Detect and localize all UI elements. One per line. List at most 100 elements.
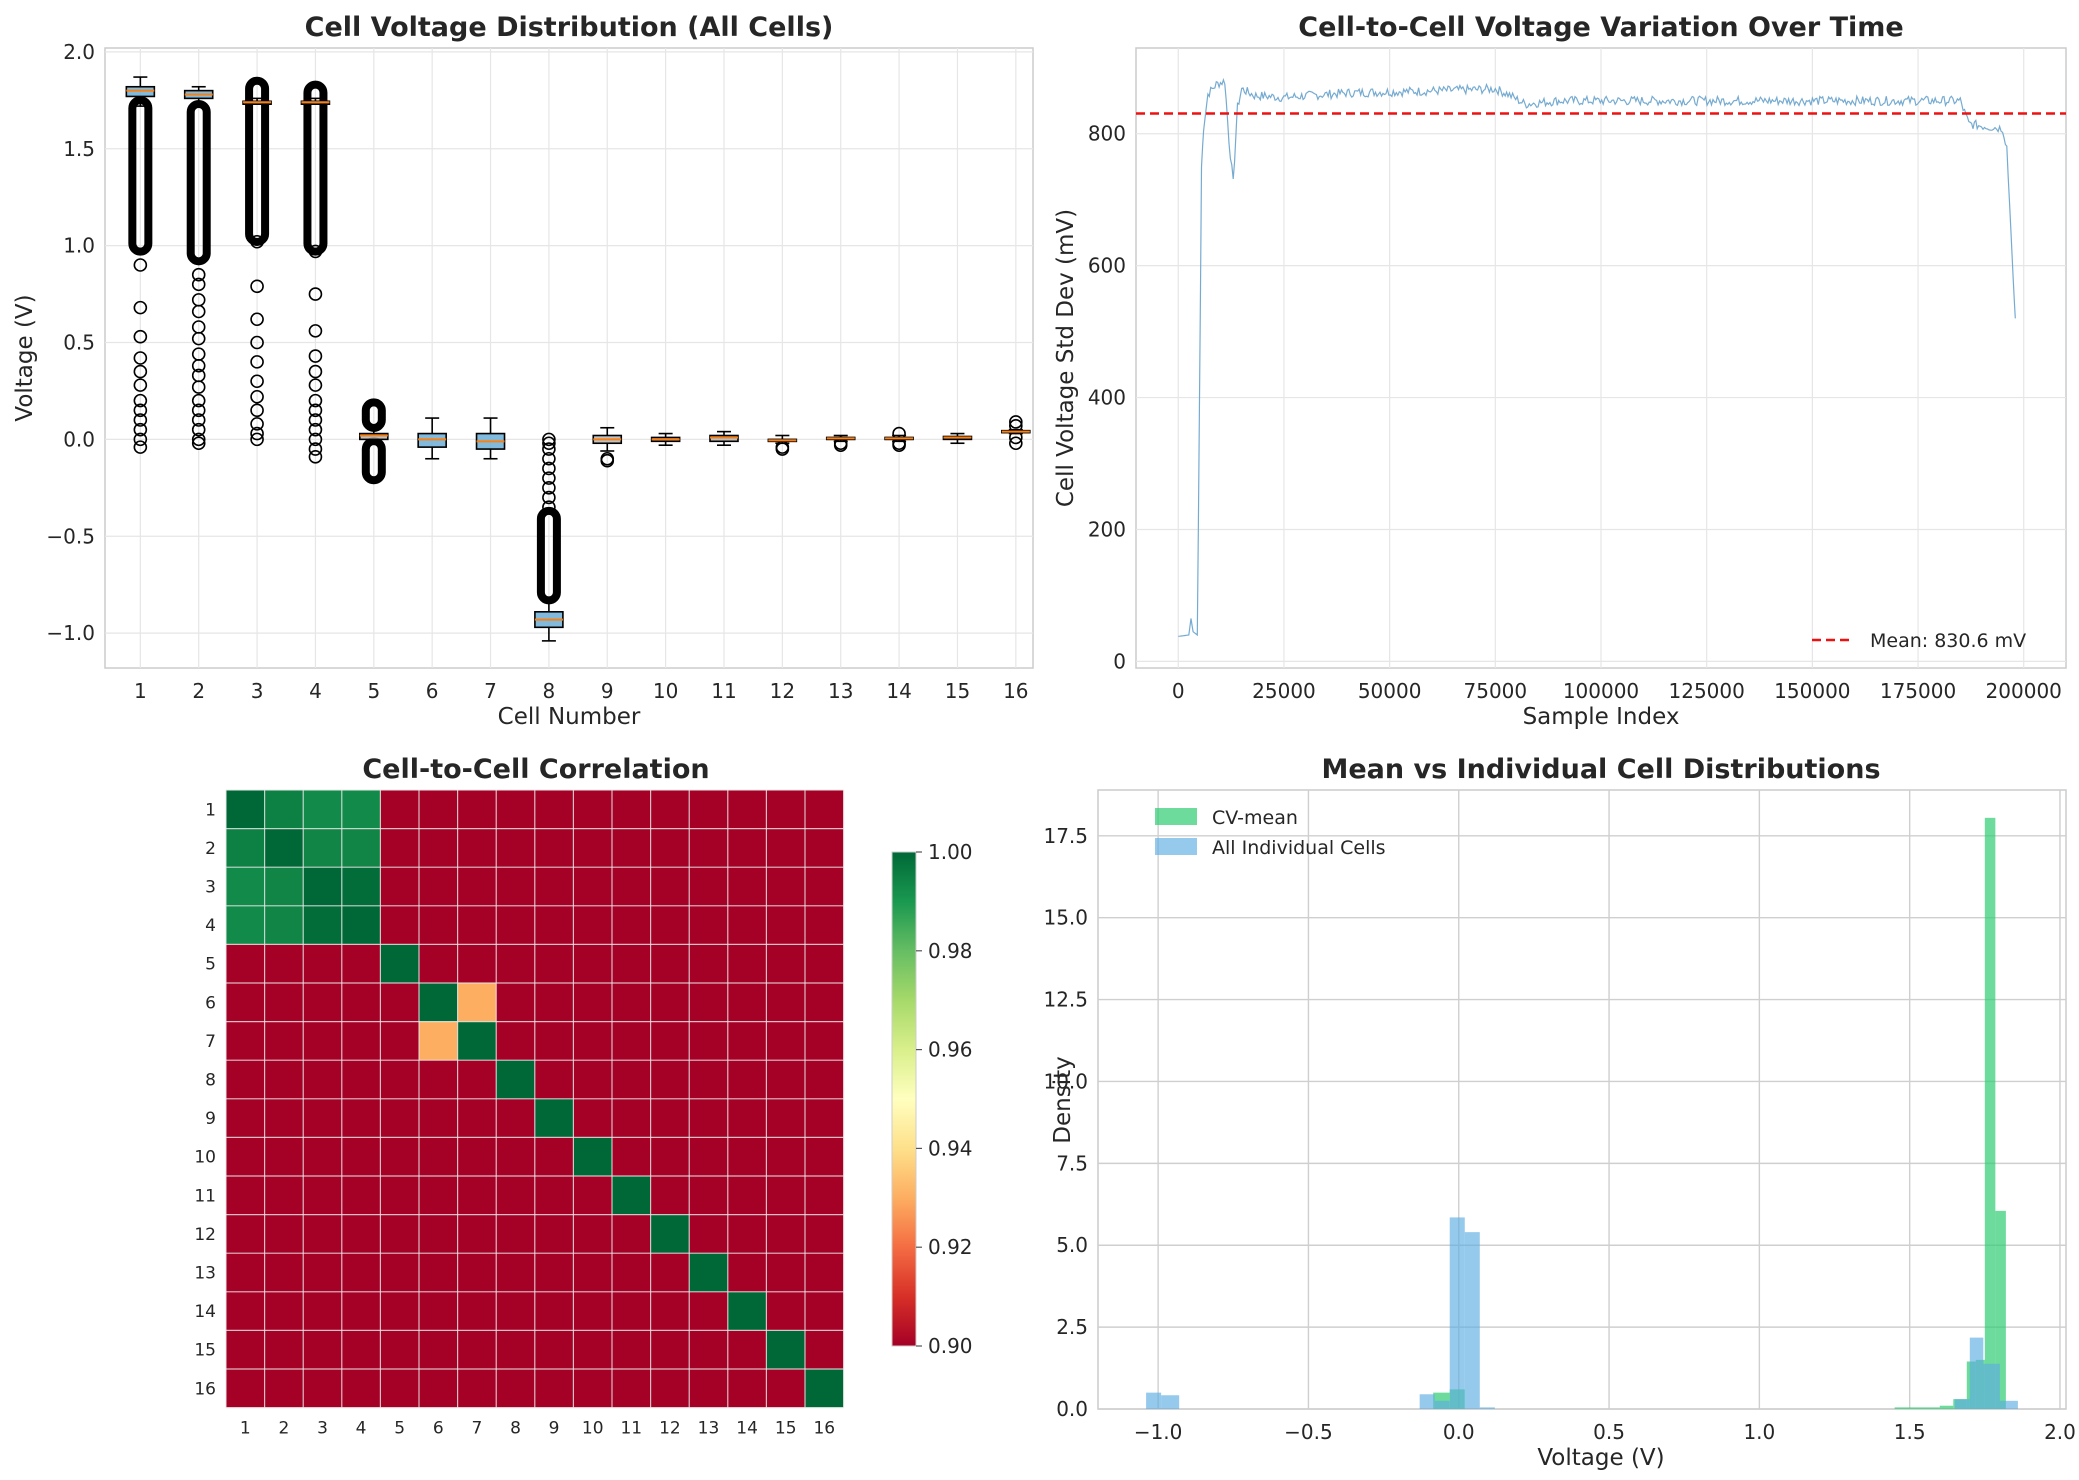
heatmap-cell bbox=[689, 1060, 728, 1099]
outlier-point bbox=[308, 403, 323, 418]
histogram-bar bbox=[1969, 1337, 1984, 1409]
std-line-title: Cell-to-Cell Voltage Variation Over Time bbox=[1298, 12, 1903, 43]
histogram-bar bbox=[1939, 1405, 1954, 1409]
heatmap-cell bbox=[727, 1176, 767, 1215]
outlier-point bbox=[308, 244, 323, 259]
heatmap-cell bbox=[650, 1369, 690, 1408]
heatmap-cell bbox=[303, 1291, 342, 1331]
heatmap-cell bbox=[727, 1369, 767, 1408]
y-tick-label: 15.0 bbox=[1043, 906, 1088, 930]
outlier-point bbox=[542, 500, 556, 514]
heatmap-cell bbox=[766, 944, 805, 983]
x-tick-label: 2 bbox=[192, 679, 205, 703]
heatmap-cell bbox=[264, 1176, 304, 1215]
outlier-point bbox=[133, 258, 148, 272]
legend-mean-label: Mean: 830.6 mV bbox=[1870, 630, 2026, 652]
y-tick-label: 12.5 bbox=[1043, 988, 1088, 1012]
x-tick-label: 14 bbox=[886, 679, 911, 703]
y-tick-label: 0.0 bbox=[1056, 1397, 1088, 1421]
heatmap-cell bbox=[534, 828, 574, 868]
x-tick-label: 11 bbox=[711, 679, 736, 703]
heatmap-cell bbox=[496, 1098, 535, 1138]
heatmap-cell bbox=[534, 1214, 574, 1254]
heatmap-cell bbox=[534, 1021, 574, 1061]
histogram-bar bbox=[1999, 1400, 2018, 1409]
heatmap-cell bbox=[805, 1176, 844, 1215]
heatmap-cell bbox=[419, 867, 458, 906]
outlier-point bbox=[600, 453, 615, 468]
heatmap-cell bbox=[457, 1060, 497, 1099]
heatmap-cell bbox=[341, 1137, 381, 1176]
heatmap-cell bbox=[496, 1330, 535, 1369]
heatmap-col-label: 8 bbox=[510, 1419, 521, 1439]
heatmap-cell bbox=[805, 1330, 844, 1369]
x-tick-label: 125000 bbox=[1669, 679, 1745, 703]
y-tick-label: 17.5 bbox=[1043, 824, 1088, 848]
heatmap-cell bbox=[496, 828, 535, 868]
heatmap-cell bbox=[419, 905, 458, 945]
heatmap-cell bbox=[766, 1098, 805, 1138]
heatmap-cell bbox=[303, 790, 342, 829]
heatmap-cell bbox=[727, 1253, 767, 1292]
outlier-point bbox=[250, 417, 264, 431]
heatmap-cell bbox=[727, 1098, 767, 1138]
heatmap-row-label: 9 bbox=[205, 1109, 216, 1129]
heatmap-col-label: 14 bbox=[736, 1419, 758, 1439]
box-cell-13 bbox=[825, 434, 856, 452]
box-cell-10 bbox=[650, 432, 681, 446]
heatmap-cell bbox=[457, 867, 497, 906]
heatmap-cell bbox=[457, 944, 497, 983]
heatmap-cell bbox=[650, 905, 690, 945]
heatmap-cell bbox=[264, 983, 304, 1022]
std-line-layer bbox=[1136, 77, 2066, 637]
outlier-point bbox=[191, 422, 206, 437]
heatmap-cell bbox=[766, 1214, 805, 1254]
heatmap-cell bbox=[573, 1214, 612, 1254]
heatmap-row-label: 3 bbox=[205, 878, 216, 898]
heatmap-cell bbox=[612, 944, 651, 983]
heatmap-cell bbox=[264, 1137, 304, 1176]
colorbar-tick-label: 1.00 bbox=[928, 840, 973, 864]
colorbar-tick-label: 0.96 bbox=[928, 1038, 973, 1062]
y-tick-label: 7.5 bbox=[1056, 1151, 1088, 1175]
box-cell-4 bbox=[300, 80, 331, 464]
heatmap-cell bbox=[303, 1098, 342, 1138]
heatmap-cell bbox=[573, 1021, 612, 1061]
outlier-point bbox=[250, 432, 264, 447]
heatmap-cell bbox=[303, 1060, 342, 1099]
box-cell-12 bbox=[767, 434, 798, 456]
x-tick-label: 16 bbox=[1003, 679, 1028, 703]
heatmap-cell bbox=[650, 1291, 690, 1331]
heatmap-col-label: 10 bbox=[582, 1419, 604, 1439]
heatmap-cell bbox=[573, 1137, 612, 1176]
heatmap-cell bbox=[341, 905, 381, 945]
heatmap-cell bbox=[341, 828, 381, 868]
heatmap-cell bbox=[380, 1330, 419, 1369]
heatmap-cell bbox=[496, 983, 535, 1022]
heatmap-cell bbox=[419, 1330, 458, 1369]
heatmap-cell bbox=[264, 1214, 304, 1254]
x-tick-label: −0.5 bbox=[1284, 1420, 1333, 1444]
outlier-point bbox=[308, 287, 323, 301]
x-tick-label: 5 bbox=[367, 679, 380, 703]
heatmap-cell bbox=[534, 790, 574, 829]
outlier-point bbox=[133, 422, 148, 437]
y-axis-ticks-histogram: 0.0 2.5 5.0 7.5 10.0 12.5 15.0 17.5 bbox=[1043, 824, 1088, 1421]
heatmap-cell bbox=[226, 1137, 265, 1176]
heatmap-cell bbox=[573, 905, 612, 945]
x-axis-ticks-histogram: −1.0 −0.5 0.0 0.5 1.0 1.5 2.0 bbox=[1134, 1420, 2076, 1444]
outlier-point bbox=[191, 304, 206, 319]
outlier-point bbox=[133, 351, 148, 365]
heatmap-cell bbox=[727, 1060, 767, 1099]
heatmap-row-label: 11 bbox=[194, 1186, 216, 1206]
heatmap-cell bbox=[689, 1253, 728, 1292]
heatmap-cell bbox=[650, 1253, 690, 1292]
heatmap-row-label: 12 bbox=[194, 1225, 216, 1245]
grid-boxplot bbox=[105, 48, 1033, 668]
heatmap-cell bbox=[534, 1330, 574, 1369]
outlier-point bbox=[308, 450, 323, 464]
histogram-bar bbox=[1464, 1232, 1480, 1409]
heatmap-cell bbox=[766, 790, 805, 829]
heatmap-cell bbox=[496, 1021, 535, 1061]
x-tick-label: 0.0 bbox=[1443, 1420, 1475, 1444]
